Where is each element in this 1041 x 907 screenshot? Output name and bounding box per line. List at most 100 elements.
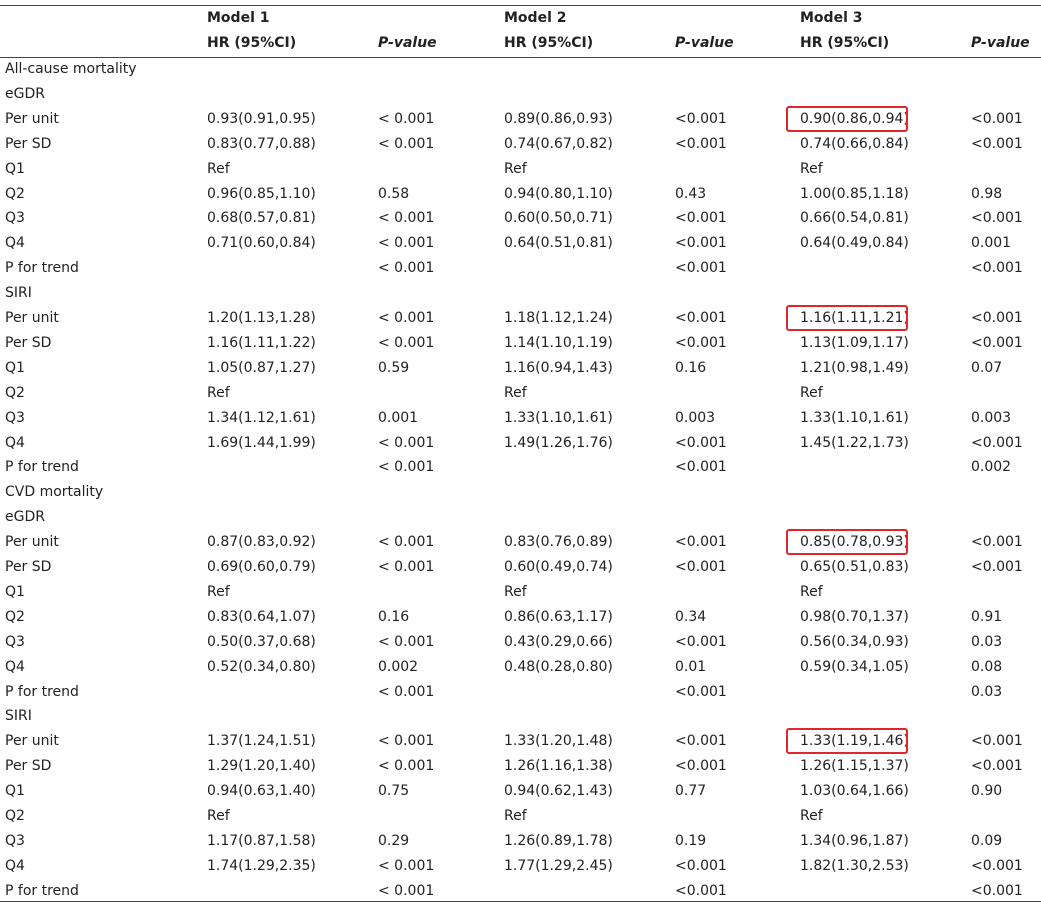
cell: 0.07 (971, 359, 1003, 376)
row-label: eGDR (5, 85, 45, 102)
column-header: P-value (971, 35, 1030, 51)
row-label: CVD mortality (5, 484, 104, 501)
cell: < 0.001 (378, 534, 435, 551)
cell: <0.001 (675, 235, 727, 252)
cell: < 0.001 (378, 733, 435, 750)
cell: <0.001 (971, 882, 1023, 899)
cell: Ref (504, 160, 527, 177)
cell: <0.001 (675, 135, 727, 152)
bottom-rule (0, 901, 1041, 902)
row-label: Q4 (5, 235, 25, 252)
cell: <0.001 (675, 758, 727, 775)
model-header: Model 1 (207, 10, 270, 26)
cell: 0.93(0.91,0.95) (207, 110, 316, 127)
cell: Ref (504, 384, 527, 401)
cell: < 0.001 (378, 434, 435, 451)
cell: <0.001 (971, 334, 1023, 351)
cell: < 0.001 (378, 210, 435, 227)
cell: 0.94(0.63,1.40) (207, 783, 316, 800)
cell: 1.33(1.10,1.61) (504, 409, 613, 426)
cell: 0.01 (675, 658, 707, 675)
cell: 1.45(1.22,1.73) (800, 434, 909, 451)
cell: 0.43 (675, 185, 707, 202)
cell: <0.001 (971, 310, 1023, 326)
cell: 0.60(0.49,0.74) (504, 559, 613, 575)
cell: < 0.001 (378, 310, 435, 326)
cell: 0.03 (971, 633, 1003, 650)
cell: 1.29(1.20,1.40) (207, 758, 316, 775)
cell: 0.91 (971, 608, 1003, 625)
row-label: All-cause mortality (5, 61, 137, 77)
cell: < 0.001 (378, 857, 435, 874)
cell: 0.69(0.60,0.79) (207, 559, 316, 575)
row-label: SIRI (5, 285, 32, 302)
cell: 1.21(0.98,1.49) (800, 359, 909, 376)
cell: 1.26(0.89,1.78) (504, 832, 613, 849)
cell: 0.74(0.66,0.84) (800, 135, 909, 152)
cell: 0.002 (971, 459, 1012, 476)
row-label: P for trend (5, 882, 79, 899)
cell: 0.002 (378, 658, 419, 675)
cell: 0.50(0.37,0.68) (207, 633, 316, 650)
cell: <0.001 (971, 210, 1023, 227)
cell: 1.33(1.19,1.46) (800, 733, 909, 750)
cell: <0.001 (675, 210, 727, 227)
cell: 1.17(0.87,1.58) (207, 832, 316, 849)
cell: < 0.001 (378, 110, 435, 127)
cell: 1.34(0.96,1.87) (800, 832, 909, 849)
cell: 0.71(0.60,0.84) (207, 235, 316, 252)
cell: 0.16 (378, 608, 410, 625)
row-label: Per unit (5, 110, 59, 127)
cell: 0.74(0.67,0.82) (504, 135, 613, 152)
column-header: HR (95%CI) (504, 35, 594, 51)
cell: 0.65(0.51,0.83) (800, 559, 909, 575)
cell: 0.64(0.51,0.81) (504, 235, 613, 252)
highlight-box (786, 305, 908, 331)
cell: <0.001 (971, 857, 1023, 874)
cell: <0.001 (675, 733, 727, 750)
highlight-box (786, 728, 908, 755)
cell: 1.37(1.24,1.51) (207, 733, 316, 750)
row-label: Per SD (5, 135, 52, 152)
cell: <0.001 (675, 857, 727, 874)
cell: 1.18(1.12,1.24) (504, 310, 613, 326)
cell: 0.16 (675, 359, 707, 376)
cell: < 0.001 (378, 633, 435, 650)
cell: < 0.001 (378, 559, 435, 575)
row-label: P for trend (5, 459, 79, 476)
cell: <0.001 (675, 434, 727, 451)
row-label: Q4 (5, 434, 25, 451)
cell: 1.03(0.64,1.66) (800, 783, 909, 800)
cell: 1.16(1.11,1.21) (800, 310, 909, 326)
cell: 0.66(0.54,0.81) (800, 210, 909, 227)
cell: 0.09 (971, 832, 1003, 849)
row-label: Per unit (5, 310, 59, 326)
cell: 0.75 (378, 783, 410, 800)
row-label: Per unit (5, 534, 59, 551)
top-rule (0, 5, 1041, 6)
row-label: Q1 (5, 783, 25, 800)
cell: 0.48(0.28,0.80) (504, 658, 613, 675)
cell: <0.001 (675, 534, 727, 551)
column-header: P-value (675, 35, 734, 51)
cell: 0.003 (971, 409, 1012, 426)
cell: 0.001 (971, 235, 1012, 252)
cell: 0.83(0.76,0.89) (504, 534, 613, 551)
cell: <0.001 (971, 559, 1023, 575)
cell: < 0.001 (378, 758, 435, 775)
cell: 1.34(1.12,1.61) (207, 409, 316, 426)
cell: 0.85(0.78,0.93) (800, 534, 909, 551)
cell: < 0.001 (378, 334, 435, 351)
cell: < 0.001 (378, 135, 435, 152)
cell: 1.26(1.15,1.37) (800, 758, 909, 775)
row-label: Q1 (5, 160, 25, 177)
cell: 0.52(0.34,0.80) (207, 658, 316, 675)
cell: 0.89(0.86,0.93) (504, 110, 613, 127)
cell: 0.94(0.80,1.10) (504, 185, 613, 202)
cell: 1.33(1.10,1.61) (800, 409, 909, 426)
cell: 1.14(1.10,1.19) (504, 334, 613, 351)
cell: 0.29 (378, 832, 410, 849)
cell: <0.001 (675, 633, 727, 650)
cell: 0.98 (971, 185, 1003, 202)
